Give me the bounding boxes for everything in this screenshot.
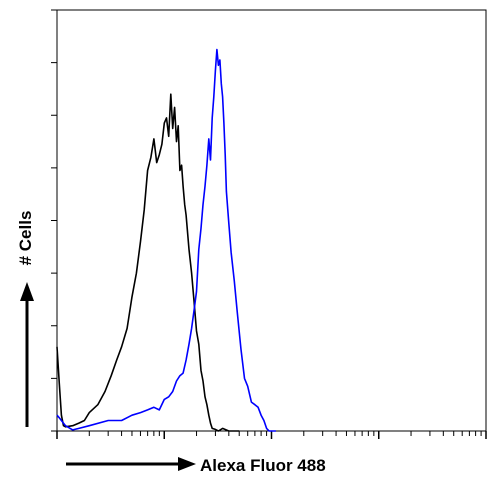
x-axis-arrow-head [178,457,196,471]
y-axis-label: # Cells [16,211,35,266]
x-axis-ticks [56,431,487,439]
x-axis-label: Alexa Fluor 488 [200,456,326,475]
stained-histogram-line [56,48,276,432]
plot-frame [56,9,487,432]
series-layer [56,48,276,432]
y-axis-arrow-head [20,282,34,301]
control-histogram-line [56,93,240,432]
y-axis-ticks [51,9,57,432]
